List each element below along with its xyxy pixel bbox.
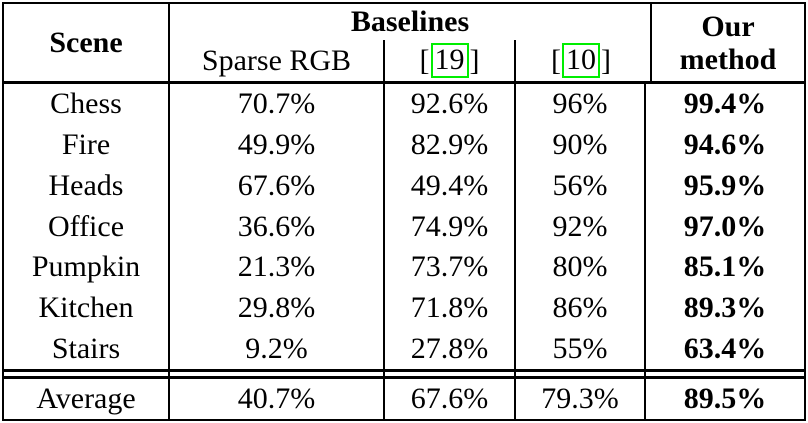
table-row-heads: Heads 67.6% 49.4% 56% 95.9% [4, 165, 804, 207]
sparse-rgb-cell: 21.3% [170, 246, 385, 288]
our-method-cell: 85.1% [683, 250, 767, 284]
cite10-cell: 55% [516, 328, 646, 370]
citation-10-link[interactable]: [10] [551, 43, 611, 78]
citation-open-bracket: [ [551, 43, 561, 77]
citation-ref-box: 10 [562, 43, 600, 78]
sparse-rgb-cell: 36.6% [170, 206, 385, 247]
sparse-rgb-cell: 49.9% [170, 124, 385, 166]
table-row-pumpkin: Pumpkin 21.3% 73.7% 80% 85.1% [4, 246, 804, 288]
scene-cell: Office [4, 206, 170, 247]
table-row-office: Office 36.6% 74.9% 92% 97.0% [4, 206, 804, 247]
citation-ref-box: 19 [430, 43, 469, 78]
table-row-chess: Chess 70.7% 92.6% 96% 99.4% [4, 84, 804, 125]
sparse-rgb-cell: 40.7% [170, 379, 385, 419]
header-cite10-cell: [10] [516, 40, 646, 81]
cite10-cell: 80% [516, 246, 646, 288]
cite19-cell: 27.8% [385, 328, 516, 370]
header-baselines-label: Baselines [350, 5, 470, 38]
scene-cell: Chess [4, 84, 170, 125]
scene-cell: Kitchen [4, 287, 170, 329]
our-method-line1: Our [701, 9, 755, 43]
citation-close-bracket: ] [469, 43, 480, 77]
our-method-cell: 94.6% [683, 128, 767, 162]
header-our-method-label: Our method [652, 4, 804, 81]
average-row: Average 40.7% 67.6% 79.3% 89.5% [4, 376, 804, 419]
sparse-rgb-cell: 9.2% [170, 328, 385, 370]
cite19-cell: 82.9% [385, 124, 516, 166]
our-method-cell: 95.9% [683, 168, 767, 202]
our-method-cell: 99.4% [683, 87, 767, 121]
scene-cell: Heads [4, 165, 170, 207]
scene-cell: Stairs [4, 328, 170, 370]
table-row-fire: Fire 49.9% 82.9% 90% 94.6% [4, 124, 804, 166]
double-rule-gap [4, 372, 804, 376]
cite19-cell: 71.8% [385, 287, 516, 329]
cite19-cell: 67.6% [385, 379, 516, 419]
table-header: Scene Baselines Sparse RGB [19] [10] Our… [4, 4, 804, 84]
cite19-cell: 49.4% [385, 165, 516, 207]
our-method-cell: 89.5% [683, 382, 767, 415]
citation-19-link[interactable]: [19] [420, 43, 480, 78]
header-baselines-group: Baselines Sparse RGB [19] [10] [170, 4, 652, 81]
scene-cell: Pumpkin [4, 246, 170, 288]
cite10-cell: 96% [516, 84, 646, 125]
our-method-cell: 89.3% [683, 290, 767, 324]
cite10-cell: 56% [516, 165, 646, 207]
scene-cell: Fire [4, 124, 170, 166]
table-body: Chess 70.7% 92.6% 96% 99.4% Fire 49.9% 8… [4, 84, 804, 372]
cite10-cell: 79.3% [516, 379, 646, 419]
table-row-kitchen: Kitchen 29.8% 71.8% 86% 89.3% [4, 287, 804, 329]
cite19-cell: 74.9% [385, 206, 516, 247]
cite10-cell: 92% [516, 206, 646, 247]
citation-close-bracket: ] [601, 43, 611, 77]
header-cite19-cell: [19] [385, 40, 516, 81]
sparse-rgb-cell: 29.8% [170, 287, 385, 329]
citation-open-bracket: [ [419, 43, 430, 77]
cite19-cell: 92.6% [385, 84, 516, 125]
scene-cell: Average [4, 379, 170, 419]
cite10-cell: 90% [516, 124, 646, 166]
header-baselines-subrow: Sparse RGB [19] [10] [170, 40, 650, 81]
sparse-rgb-cell: 70.7% [170, 84, 385, 125]
table-row-stairs: Stairs 9.2% 27.8% 55% 63.4% [4, 328, 804, 370]
our-method-cell: 97.0% [683, 209, 767, 243]
header-sparse-rgb-label: Sparse RGB [170, 40, 385, 81]
our-method-cell: 63.4% [683, 331, 767, 365]
our-method-line2: method [679, 42, 777, 76]
sparse-rgb-cell: 67.6% [170, 165, 385, 207]
header-scene-label: Scene [4, 4, 170, 81]
cite19-cell: 73.7% [385, 246, 516, 288]
cite10-cell: 86% [516, 287, 646, 329]
